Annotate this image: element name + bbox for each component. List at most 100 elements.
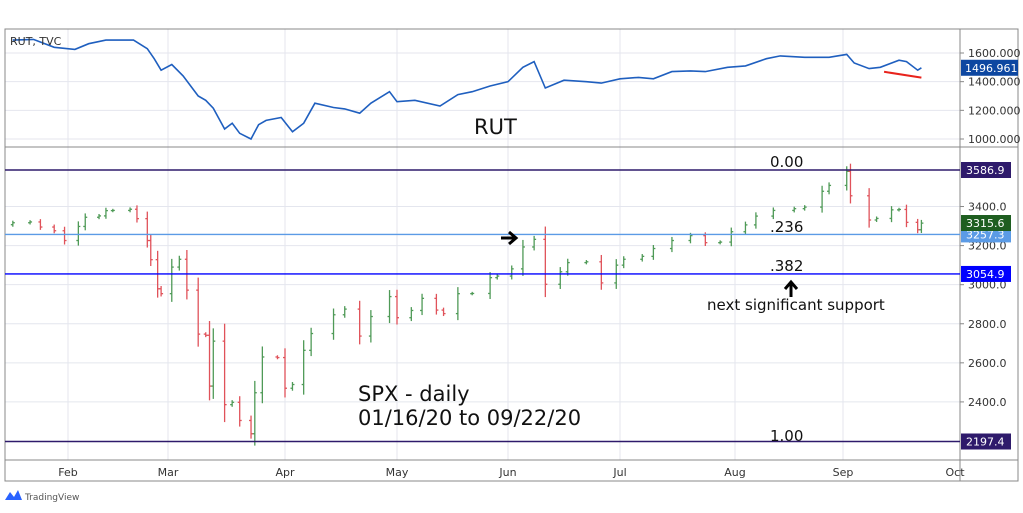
rut-line (12, 38, 922, 141)
y-tick-label: 1200.000 (968, 104, 1021, 117)
ohlc-bar (543, 226, 548, 298)
ohlc-bar (309, 327, 314, 357)
ohlc-bar (753, 212, 758, 229)
ohlc-bar (110, 208, 115, 213)
spx-last-price-badge (961, 215, 1011, 232)
spx-last-price-label: 3315.6 (966, 217, 1005, 230)
ohlc-bar (669, 236, 674, 253)
ohlc-bar (621, 256, 626, 269)
level-price-badge (961, 162, 1011, 178)
ohlc-bar (584, 260, 589, 265)
x-tick-label: Oct (945, 466, 965, 479)
ohlc-bar (145, 211, 150, 248)
ohlc-bar (599, 254, 604, 290)
ohlc-bar (331, 308, 336, 340)
support-annotation: next significant support (707, 296, 885, 314)
x-tick-label: Feb (58, 466, 77, 479)
y-tick-label: 1600.000 (968, 47, 1021, 60)
y-tick-label: 3400.0 (968, 201, 1007, 214)
ohlc-bar (357, 300, 362, 345)
ohlc-bar (249, 415, 254, 439)
ohlc-bar (387, 290, 392, 324)
ohlc-bar (729, 227, 734, 247)
x-tick-label: Aug (724, 466, 745, 479)
ohlc-bar (827, 182, 832, 195)
ohlc-bar (196, 277, 201, 347)
x-tick-label: Mar (158, 466, 179, 479)
ohlc-bar (184, 249, 189, 300)
y-tick-label: 2800.0 (968, 318, 1007, 331)
ohlc-bar (169, 258, 174, 302)
ohlc-bar (103, 207, 108, 219)
brand-text: TradingView (24, 493, 79, 503)
ohlc-bar (867, 188, 872, 228)
fib-label-236: .236 (770, 218, 803, 236)
spx-title: SPX - daily (358, 382, 470, 406)
tradingview-logo: TradingView (5, 490, 79, 503)
ohlc-bar (203, 332, 208, 338)
ohlc-bar (455, 287, 460, 321)
ohlc-bar (301, 340, 306, 395)
ohlc-bar (128, 207, 133, 213)
ohlc-bar (10, 220, 15, 227)
ohlc-bar (97, 213, 102, 220)
ohlc-bar (874, 216, 879, 222)
ohlc-bar (532, 235, 537, 251)
ohlc-bar (148, 234, 153, 267)
level-price-label: 2197.4 (966, 436, 1005, 449)
rut-last-price-label: 1496.961 (965, 62, 1018, 75)
ohlc-bar (222, 323, 227, 423)
y-tick-label: 1400.000 (968, 76, 1021, 89)
ohlc-bar (62, 226, 67, 245)
y-tick-label: 2400.0 (968, 396, 1007, 409)
ohlc-bar (441, 307, 446, 317)
time-axis: Feb Mar Apr May Jun Jul Aug Sep Oct (58, 466, 965, 479)
ohlc-bar (520, 239, 525, 276)
ohlc-bar (237, 396, 242, 427)
ohlc-bar (159, 285, 164, 297)
x-tick-label: Jul (612, 466, 626, 479)
level-price-label: 3257.3 (966, 228, 1005, 241)
rut-annotation: RUT (474, 115, 517, 139)
rut-symbol-label: RUT, TVC (10, 35, 62, 48)
level-price-badge (961, 265, 1011, 282)
ohlc-bar (915, 218, 920, 234)
ohlc-bar (470, 291, 475, 296)
ohlc-bar (207, 321, 212, 401)
level-price-label: 3054.9 (966, 268, 1005, 281)
y-tick-label: 3200.0 (968, 240, 1007, 253)
ohlc-bar (290, 382, 295, 391)
rut-last-price-badge (961, 59, 1018, 76)
arrow-up-icon (783, 279, 799, 297)
ohlc-bar (771, 207, 776, 220)
x-tick-label: Jun (498, 466, 516, 479)
rut-trendline (883, 70, 922, 79)
ohlc-bar (177, 255, 182, 271)
spx-pane (5, 163, 960, 446)
ohlc-bar (558, 267, 563, 289)
ohlc-bar (52, 224, 57, 234)
ohlc-bar (409, 307, 414, 322)
spx-subtitle: 01/16/20 to 09/22/20 (358, 406, 581, 430)
ohlc-bar (904, 204, 909, 228)
ohlc-bar (83, 213, 88, 231)
ohlc-bar (76, 221, 81, 246)
ohlc-bar (395, 289, 399, 325)
ohlc-bar (434, 293, 439, 315)
ohlc-bar (820, 185, 825, 213)
y-tick-label: 1000.000 (968, 133, 1021, 146)
fib-label-0: 0.00 (770, 153, 803, 171)
x-tick-label: Sep (833, 466, 854, 479)
ohlc-bar (28, 220, 33, 225)
x-tick-label: May (386, 466, 409, 479)
ohlc-bar (509, 265, 514, 280)
ohlc-bar (718, 240, 723, 245)
ohlc-bar (919, 219, 924, 233)
x-tick-label: Apr (275, 466, 295, 479)
ohlc-bar (275, 355, 280, 360)
level-price-label: 3586.9 (966, 164, 1005, 177)
rut-pane (12, 38, 922, 141)
ohlc-bar (640, 254, 645, 262)
level-price-badge (961, 433, 1011, 450)
